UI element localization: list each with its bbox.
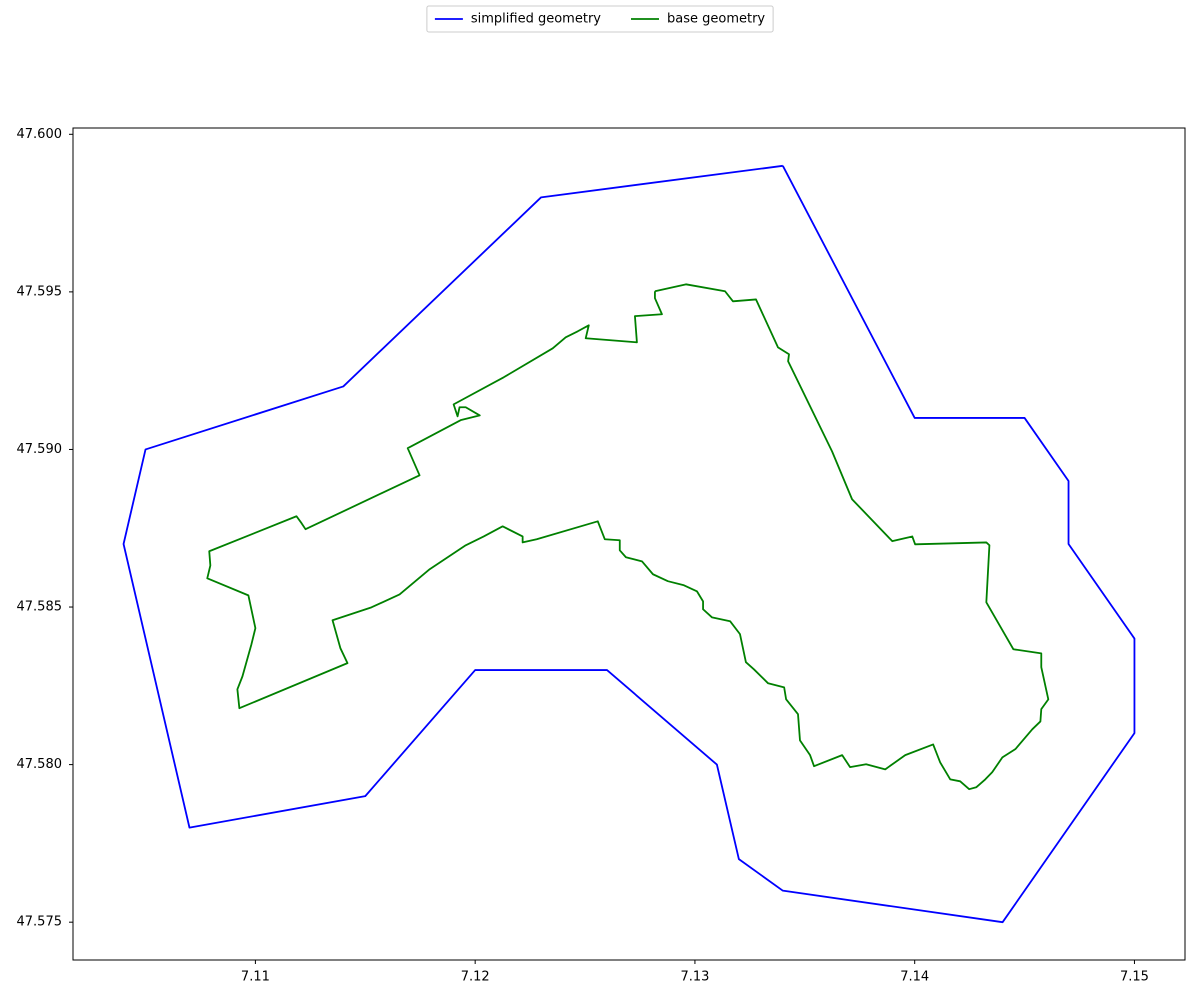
legend-label: simplified geometry [471,12,601,27]
x-tick-label: 7.11 [241,970,270,985]
legend-box [426,5,774,33]
y-tick-label: 47.600 [17,127,63,142]
series-line [206,283,1050,791]
y-tick-label: 47.595 [17,284,63,299]
legend-label: base geometry [667,12,765,27]
y-tick-label: 47.590 [17,442,63,457]
y-tick-label: 47.580 [17,757,63,772]
plot-frame [72,127,1186,961]
legend: simplified geometry base geometry [426,5,774,33]
y-tick-label: 47.585 [17,600,63,615]
series-line [122,164,1136,924]
y-tick-label: 47.575 [17,915,63,930]
x-tick-label: 7.14 [900,970,929,985]
x-tick-label: 7.12 [461,970,490,985]
x-tick-label: 7.13 [680,970,709,985]
x-tick-label: 7.15 [1120,970,1149,985]
